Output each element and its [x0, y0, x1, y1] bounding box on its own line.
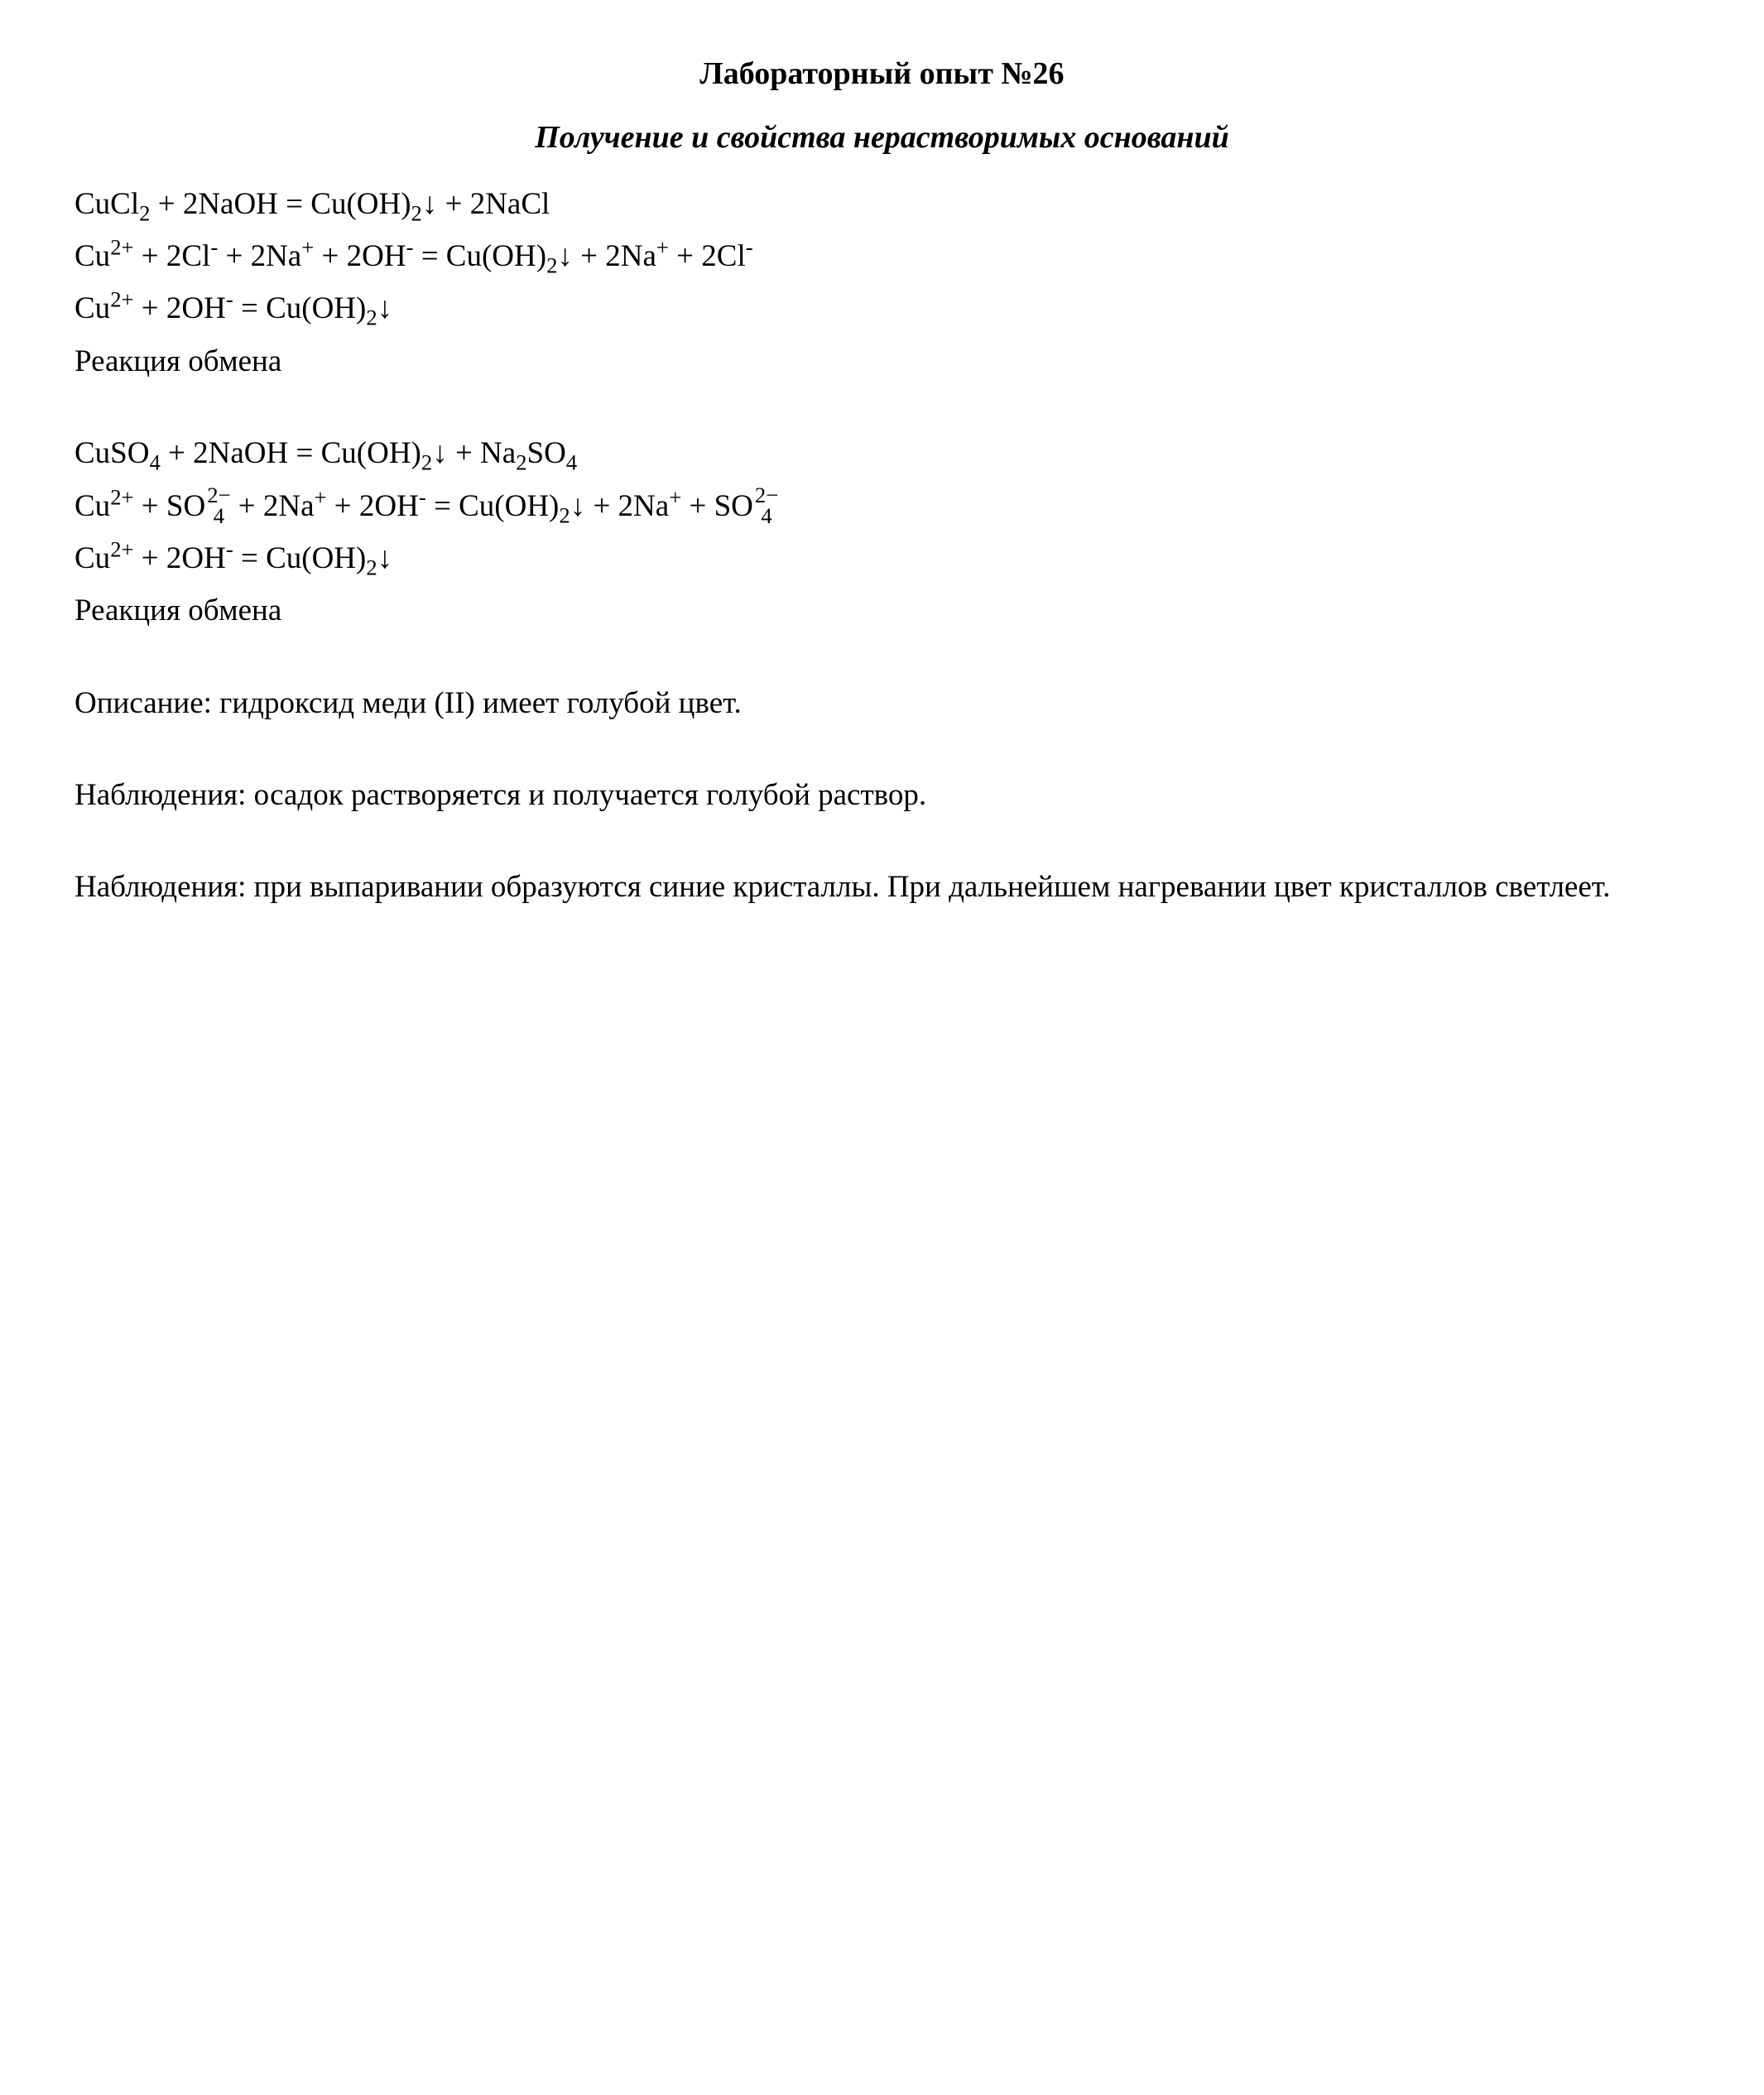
equation-2-net-ionic: Cu2+ + 2OH- = Cu(OH)2↓	[75, 535, 1689, 582]
equation-1-full-ionic: Cu2+ + 2Cl- + 2Na+ + 2OH- = Cu(OH)2↓ + 2…	[75, 233, 1689, 280]
observation-1: Наблюдения: осадок растворяется и получа…	[75, 771, 1689, 819]
equation-1-net-ionic: Cu2+ + 2OH- = Cu(OH)2↓	[75, 285, 1689, 332]
description-text: Описание: гидроксид меди (II) имеет голу…	[75, 680, 1689, 727]
reaction-type-2: Реакция обмена	[75, 587, 1689, 634]
equation-1-molecular: CuCl2 + 2NaOH = Cu(OH)2↓ + 2NaCl	[75, 180, 1689, 228]
equation-2-full-ionic: Cu2+ + SO2−4 + 2Na+ + 2OH- = Cu(OH)2↓ + …	[75, 483, 1689, 530]
equation-2-molecular: CuSO4 + 2NaOH = Cu(OH)2↓ + Na2SO4	[75, 430, 1689, 477]
observation-2: Наблюдения: при выпаривании образуются с…	[75, 863, 1689, 911]
lab-subtitle: Получение и свойства нерастворимых основ…	[75, 113, 1689, 162]
reaction-type-1: Реакция обмена	[75, 338, 1689, 385]
lab-title: Лабораторный опыт №26	[75, 50, 1689, 99]
